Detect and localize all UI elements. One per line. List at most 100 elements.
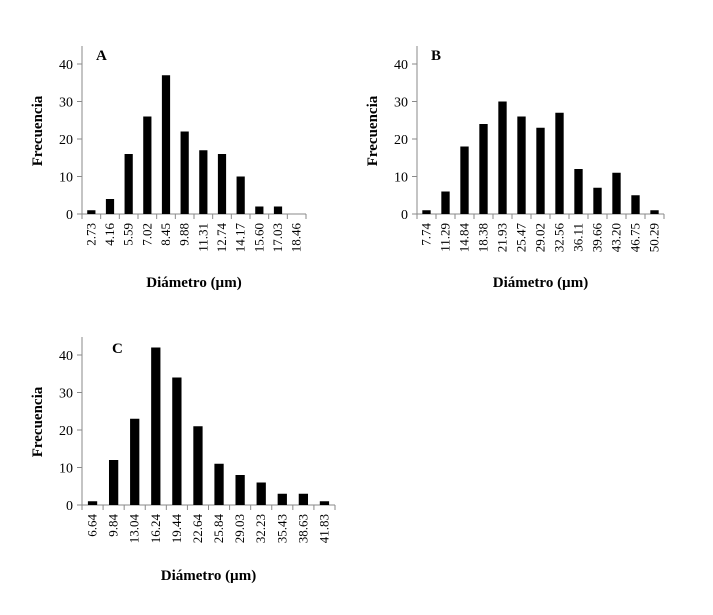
histogram-panel-a: 0 10 20 30 40 2.73 4.16 5.59 7.02 8.45 9.88 11.31 12… [30, 46, 307, 291]
histogram-bar-9-84 [108, 460, 119, 505]
histogram-bar-46-75 [631, 195, 640, 214]
histogram-bar-12-74 [217, 154, 227, 214]
y-tick-label: 20 [394, 133, 408, 148]
histogram-bar-17-03 [273, 206, 283, 214]
x-tick-label: 32.23 [253, 514, 268, 543]
histogram-bar-8-45 [161, 75, 171, 214]
x-tick-label: 13.04 [127, 514, 142, 544]
x-tick-label: 35.43 [274, 514, 289, 543]
panel-label-c: C [112, 341, 123, 357]
y-tick-label: 0 [66, 499, 73, 514]
x-tick-label: 9.84 [106, 514, 121, 537]
y-tick-label: 20 [59, 424, 73, 439]
x-tick-label: 7.74 [419, 223, 434, 246]
histogram-bar-2-73 [87, 210, 96, 214]
x-tick-label: 36.11 [571, 223, 586, 252]
y-tick-label: 40 [59, 58, 73, 73]
x-tick-label: 19.44 [169, 514, 184, 544]
x-tick-label: 18.46 [289, 223, 304, 253]
histogram-bar-11-31 [199, 150, 208, 214]
histogram-panel-c: 0 10 20 30 40 6.64 9.84 13.04 16.24 19.44 22.64 25.… [30, 337, 336, 584]
x-tick-label: 22.64 [190, 514, 205, 544]
panel-label-b: B [431, 48, 441, 64]
y-tick-label: 10 [59, 171, 73, 186]
y-axis-title: Frecuencia [30, 386, 46, 457]
histogram-bar-18-38 [479, 124, 488, 214]
histogram-bar-35-43 [277, 493, 287, 505]
histogram-bar-19-44 [172, 377, 182, 505]
x-tick-label: 7.02 [139, 223, 154, 246]
x-tick-label: 16.24 [148, 514, 163, 544]
histogram-bar-39-66 [593, 187, 602, 214]
histogram-bar-25-47 [517, 116, 526, 214]
y-tick-label: 20 [59, 133, 73, 148]
x-tick-label: 6.64 [85, 514, 100, 537]
histogram-bar-16-24 [151, 347, 161, 505]
y-tick-label: 40 [394, 58, 408, 73]
histogram-bar-14-17 [236, 176, 245, 214]
x-tick-label: 9.88 [177, 223, 192, 246]
x-axis-title: Diámetro (µm) [146, 275, 241, 291]
x-tick-label: 14.17 [233, 223, 248, 253]
histogram-bar-29-03 [235, 475, 245, 505]
y-tick-label: 10 [59, 462, 73, 477]
x-tick-label: 46.75 [628, 223, 643, 252]
histogram-bar-36-11 [574, 169, 583, 214]
x-tick-label: 18.38 [476, 223, 491, 252]
x-tick-label: 12.74 [214, 223, 229, 253]
histogram-bar-7-74 [422, 210, 431, 214]
y-axis-title: Frecuencia [30, 95, 46, 166]
y-tick-label: 10 [394, 171, 408, 186]
histogram-bar-9-88 [180, 131, 189, 214]
histogram-bar-32-23 [256, 482, 266, 505]
histogram-bar-13-04 [130, 418, 140, 505]
histogram-bar-25-84 [214, 463, 224, 505]
x-tick-label: 39.66 [590, 223, 605, 253]
histogram-bar-50-29 [650, 210, 659, 214]
x-axis-title: Diámetro (µm) [161, 568, 256, 584]
histogram-bar-41-83 [319, 501, 330, 505]
x-tick-label: 32.56 [552, 223, 567, 253]
y-tick-label: 0 [66, 208, 73, 223]
y-axis-title: Frecuencia [365, 95, 381, 166]
x-axis-title: Diámetro (µm) [493, 275, 588, 291]
x-tick-label: 25.47 [514, 223, 529, 253]
histogram-bar-4-16 [105, 199, 115, 214]
x-tick-label: 50.29 [647, 223, 662, 252]
x-tick-label: 5.59 [121, 223, 136, 246]
x-tick-label: 4.16 [102, 223, 117, 246]
y-tick-label: 30 [394, 96, 408, 111]
y-tick-label: 30 [59, 387, 73, 402]
x-tick-label: 21.93 [495, 223, 510, 252]
x-tick-label: 2.73 [83, 223, 98, 246]
histogram-bar-38-63 [298, 493, 309, 505]
y-tick-label: 30 [59, 96, 73, 111]
x-tick-label: 11.31 [195, 223, 210, 252]
x-tick-label: 25.84 [211, 514, 226, 544]
y-tick-label: 40 [59, 349, 73, 364]
histogram-bar-32-56 [555, 112, 564, 214]
histogram-bar-43-20 [612, 172, 621, 214]
panel-label-a: A [96, 48, 107, 64]
histogram-bar-6-64 [87, 501, 98, 505]
x-tick-label: 29.02 [533, 223, 548, 252]
x-tick-label: 8.45 [158, 223, 173, 246]
x-tick-label: 15.60 [251, 223, 266, 252]
x-tick-label: 14.84 [457, 223, 472, 253]
histogram-bar-5-59 [124, 154, 133, 214]
histogram-bar-7-02 [143, 116, 152, 214]
histogram-bar-22-64 [193, 426, 203, 505]
x-tick-label: 17.03 [270, 223, 285, 252]
x-tick-label: 38.63 [295, 514, 310, 543]
x-tick-label: 43.20 [609, 223, 624, 252]
y-tick-label: 0 [401, 208, 408, 223]
histogram-bar-15-60 [255, 206, 264, 214]
histogram-bar-21-93 [498, 101, 507, 214]
histogram-bar-14-84 [460, 146, 469, 214]
x-tick-label: 11.29 [438, 223, 453, 252]
x-tick-label: 29.03 [232, 514, 247, 543]
histogram-panel-b: 0 10 20 30 40 7.74 11.29 14.84 18.38 21.93 25.47 29… [365, 46, 665, 291]
histogram-bar-29-02 [536, 127, 545, 214]
x-tick-label: 41.83 [316, 514, 331, 543]
